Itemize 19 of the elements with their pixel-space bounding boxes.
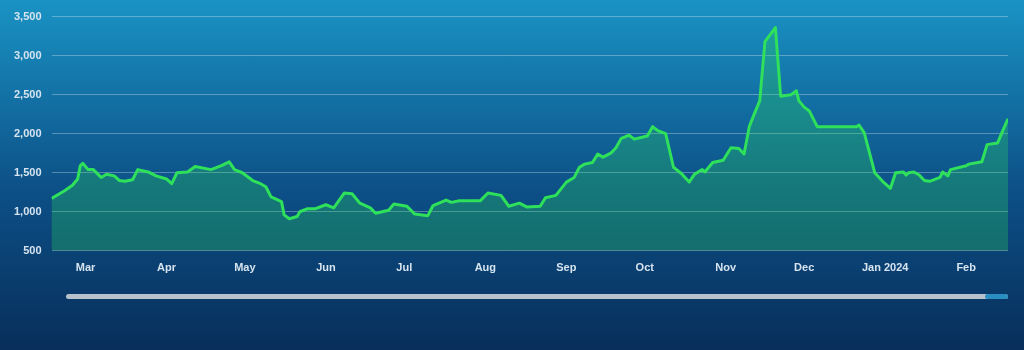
- x-tick-label: Apr: [157, 261, 177, 274]
- x-tick-label: May: [234, 261, 257, 274]
- y-tick-label: 1,500: [14, 165, 42, 178]
- x-tick-label: Jun: [316, 261, 336, 274]
- x-tick-label: Aug: [474, 261, 497, 274]
- y-tick-label: 500: [23, 243, 42, 256]
- y-tick-label: 3,500: [14, 9, 42, 22]
- x-tick-label: Dec: [794, 261, 815, 274]
- y-tick-label: 1,000: [14, 204, 42, 217]
- x-tick-label: Mar: [75, 261, 96, 274]
- y-tick-label: 2,000: [14, 126, 42, 139]
- x-tick-label: Nov: [715, 261, 738, 274]
- y-tick-label: 2,500: [14, 87, 42, 100]
- x-tick-label: Oct: [635, 261, 655, 274]
- y-tick-label: 3,000: [14, 48, 42, 61]
- x-tick-label: Jan 2024: [861, 261, 910, 274]
- x-tick-label: Jul: [396, 261, 413, 274]
- x-tick-label: Feb: [956, 261, 977, 274]
- x-tick-label: Sep: [556, 261, 577, 274]
